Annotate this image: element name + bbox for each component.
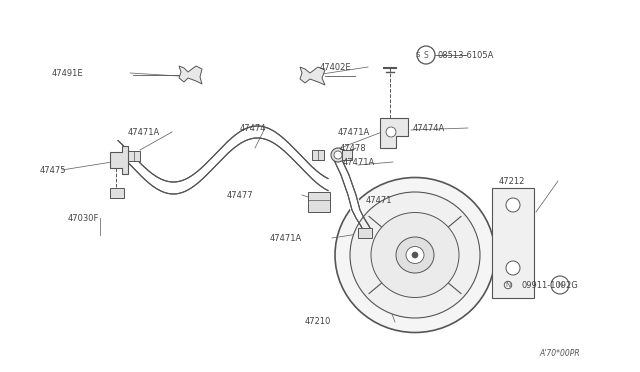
FancyBboxPatch shape [492,188,534,298]
Text: 47474: 47474 [240,124,266,132]
Ellipse shape [406,247,424,263]
FancyBboxPatch shape [110,188,124,198]
Circle shape [506,261,520,275]
Text: N: N [557,282,563,288]
Text: 08513-6105A: 08513-6105A [438,51,494,60]
FancyBboxPatch shape [128,151,140,161]
Text: S: S [416,52,420,58]
Polygon shape [334,160,372,232]
Polygon shape [110,146,128,174]
Text: 47477: 47477 [227,190,253,199]
Text: 47402E: 47402E [320,62,351,71]
Text: A'70*00PR: A'70*00PR [540,349,580,358]
Polygon shape [118,126,328,194]
FancyBboxPatch shape [308,192,330,212]
Ellipse shape [371,212,459,298]
Text: 47475: 47475 [40,166,67,174]
Text: S: S [424,51,428,60]
Text: 09911-1092G: 09911-1092G [522,280,579,289]
Text: 47471A: 47471A [343,157,375,167]
Text: N: N [506,282,511,288]
Text: 47210: 47210 [305,317,332,327]
Polygon shape [300,67,325,85]
Text: 47471: 47471 [366,196,392,205]
Polygon shape [380,118,408,148]
Circle shape [551,276,569,294]
Circle shape [506,198,520,212]
Ellipse shape [335,177,495,333]
Ellipse shape [396,237,434,273]
Ellipse shape [350,192,480,318]
Polygon shape [179,66,202,84]
Circle shape [334,151,342,159]
Circle shape [386,127,396,137]
Text: 47471A: 47471A [128,128,160,137]
Text: 47212: 47212 [499,176,525,186]
Text: 47471A: 47471A [338,128,371,137]
Circle shape [412,252,418,258]
Ellipse shape [331,148,345,162]
FancyBboxPatch shape [342,150,352,160]
Text: 47474A: 47474A [413,124,445,132]
Text: 47478: 47478 [340,144,367,153]
FancyBboxPatch shape [358,228,372,238]
Text: 47471A: 47471A [270,234,302,243]
Text: 47030F: 47030F [68,214,99,222]
Circle shape [417,46,435,64]
FancyBboxPatch shape [312,150,324,160]
Text: 47491E: 47491E [52,68,84,77]
